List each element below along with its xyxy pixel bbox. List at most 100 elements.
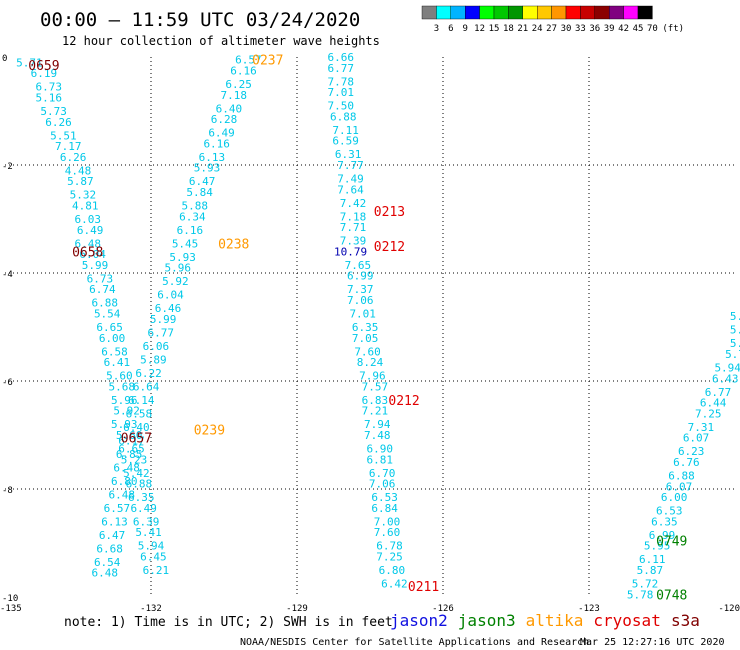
swh-value: 6.65	[96, 321, 123, 334]
x-tick-label: -135	[0, 604, 22, 614]
color-swatch	[479, 5, 495, 20]
swh-value: 6.48	[92, 567, 119, 580]
color-swatch	[537, 5, 552, 20]
color-scale-label: 9	[462, 24, 467, 34]
swh-value: 6.49	[208, 127, 235, 140]
swh-value: 6.13	[199, 151, 226, 164]
swh-value: 6.07	[666, 480, 693, 493]
swh-value: 6.57	[104, 502, 131, 515]
swh-value: 7.64	[337, 183, 364, 196]
legend-jason2: jason2	[390, 611, 448, 630]
swh-value: 6.53	[656, 505, 683, 518]
color-scale-label: 18	[503, 24, 514, 34]
swh-value: 6.48	[74, 237, 101, 250]
swh-value: 5.7	[725, 348, 740, 361]
swh-value: 5.92	[162, 275, 189, 288]
swh-value: 5.60	[106, 370, 133, 383]
swh-value: 6.16	[230, 65, 257, 78]
color-swatch	[551, 5, 567, 20]
swh-value: 6.78	[376, 540, 403, 553]
swh-value: 6.28	[211, 113, 238, 126]
swh-value: 6.48	[109, 488, 136, 501]
swh-value: 6.73	[36, 81, 63, 94]
swh-value: 6.23	[678, 445, 705, 458]
swh-value: 6.65	[118, 443, 145, 456]
swh-value: 6.53	[371, 491, 398, 504]
swh-value: 6.39	[133, 515, 160, 528]
color-scale-label: 30	[561, 24, 572, 34]
swh-value: 7.21	[362, 405, 389, 418]
color-swatch	[637, 5, 653, 20]
chart-title: 00:00 — 11:59 UTC 03/24/2020	[40, 9, 360, 31]
pass-time-label: 0657	[121, 432, 152, 447]
swh-value: 7.65	[345, 259, 372, 272]
swh-value: 6.74	[89, 283, 116, 296]
swh-value: 5.71	[16, 56, 43, 69]
grid-lines	[5, 57, 735, 597]
pass-time-label: 0748	[656, 588, 687, 603]
pass-time-label: 0749	[656, 534, 687, 549]
y-tick-label: -6	[2, 378, 13, 388]
swh-value: 7.78	[328, 75, 355, 88]
y-tick-label: 0	[2, 54, 7, 64]
swh-value: 6.35	[651, 515, 678, 528]
swh-value: 5.89	[140, 353, 167, 366]
swh-value: 5.68	[109, 380, 136, 393]
swh-value: 6.84	[371, 502, 398, 515]
color-scale-label: 21	[517, 24, 528, 34]
swh-value: 5.99	[150, 313, 177, 326]
color-scale-label: 6	[448, 24, 453, 34]
swh-value: 6.31	[335, 148, 362, 161]
swh-value: 6.80	[111, 475, 138, 488]
pass-time-label: 0659	[28, 59, 59, 74]
color-swatch	[594, 5, 610, 20]
swh-value: 6.34	[179, 210, 206, 223]
swh-value: 6.57	[235, 54, 262, 67]
color-swatch	[450, 5, 466, 20]
swh-value: 5.16	[36, 92, 63, 105]
footer-credit: NOAA/NESDIS Center for Satellite Applica…	[240, 637, 589, 648]
swh-value: 6.49	[130, 502, 157, 515]
swh-value: 5.93	[111, 418, 138, 431]
swh-value: 6.40	[123, 421, 150, 434]
color-swatch	[493, 5, 509, 20]
swh-value: 5.88	[182, 200, 209, 213]
swh-value: 6.80	[379, 564, 406, 577]
swh-value: 7.31	[688, 421, 715, 434]
swh-value: 6.68	[96, 542, 123, 555]
swh-value: 6.04	[79, 248, 106, 261]
x-tick-label: -129	[286, 604, 308, 614]
swh-value: 6.77	[328, 62, 355, 75]
swh-value: 6.44	[700, 397, 727, 410]
swh-value: 6.66	[328, 51, 355, 64]
swh-value: 6.59	[332, 135, 359, 148]
swh-value: 6.81	[366, 453, 393, 466]
swh-value: 5.23	[121, 453, 148, 466]
swh-value: 5.78	[627, 588, 654, 601]
pass-time-label: 0239	[194, 424, 225, 439]
swh-value: 7.17	[55, 140, 82, 153]
swh-value: 6.88	[126, 478, 153, 491]
swh-value: 6.49	[77, 224, 104, 237]
swh-value: 6.58	[101, 345, 128, 358]
swh-value: 7.50	[328, 100, 355, 113]
swh-value: 5.92	[113, 405, 140, 418]
swh-value: 6.00	[99, 332, 126, 345]
swh-value: 6.47	[99, 529, 126, 542]
swh-value: 6.46	[155, 302, 182, 315]
swh-value: 6.43	[712, 372, 739, 385]
swh-value: 7.77	[337, 159, 364, 172]
color-swatch	[522, 5, 538, 20]
swh-value: 6.16	[177, 224, 204, 237]
swh-value: 6.25	[225, 78, 252, 91]
swh-value: 6.42	[381, 578, 408, 591]
swh-value: 7.06	[369, 478, 396, 491]
swh-value: 7.49	[337, 173, 364, 186]
legend-jason3: jason3	[458, 611, 516, 630]
swh-value: 6.54	[94, 556, 121, 569]
swh-value: 5.95	[644, 540, 671, 553]
satellite-legend: jason2 jason3 altika cryosat s3a	[390, 611, 700, 630]
swh-value: 6.48	[113, 461, 140, 474]
swh-value: 5.8	[730, 337, 740, 350]
